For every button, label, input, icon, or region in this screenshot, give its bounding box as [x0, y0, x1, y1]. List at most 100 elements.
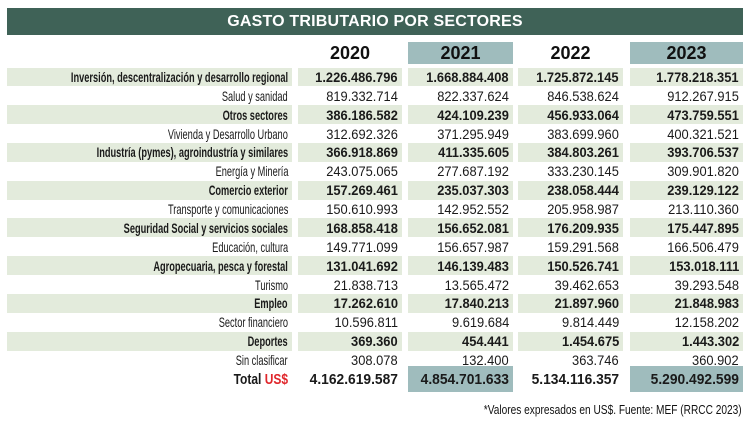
cell-2023: 309.901.820	[630, 162, 743, 181]
row-label: Energía y Minería	[7, 162, 292, 181]
cell-2023: 360.902	[630, 351, 743, 370]
table-row: Salud y sanidad 819.332.714 822.337.624 846…	[0, 86, 750, 105]
row-label-text: Energía y Minería	[215, 163, 288, 180]
cell-value: 383.699.960	[547, 125, 619, 142]
table-row: Sin clasificar 308.078 132.400 363.746 360.9…	[0, 351, 750, 370]
cell-2022: 39.462.653	[518, 275, 623, 294]
cell-2020: 131.041.692	[298, 256, 402, 276]
cell-2023: 1.443.302	[630, 331, 743, 351]
cell-value: 17.262.610	[333, 295, 398, 312]
cell-2022: 384.803.261	[518, 142, 623, 162]
cell-value: 156.657.987	[437, 238, 509, 255]
table-row: Inversión, descentralización y desarroll…	[0, 67, 750, 87]
cell-value: 1.668.884.408	[426, 68, 509, 85]
cell-value: 235.037.303	[437, 182, 509, 199]
cell-2023: 175.447.895	[630, 218, 743, 238]
cell-value: 243.075.065	[326, 163, 398, 180]
cell-value: 150.610.993	[326, 201, 398, 218]
cell-value: 213.110.360	[668, 201, 739, 218]
cell-2020: 157.269.461	[298, 180, 402, 200]
cell-value: 157.269.461	[326, 182, 398, 199]
total-2023: 5.290.492.599	[630, 366, 743, 392]
cell-2020: 243.075.065	[298, 162, 402, 181]
cell-value: 175.447.895	[667, 219, 739, 236]
table-row: Industría (pymes), agroindustría y simil…	[0, 142, 750, 162]
table-row: Empleo 17.262.610 17.840.213 21.897.960 21.8…	[0, 293, 750, 313]
row-label-text: Comercio exterior	[208, 182, 288, 199]
cell-value: 333.230.145	[547, 163, 619, 180]
currency-label: US$	[264, 370, 288, 388]
cell-2020: 312.692.326	[298, 124, 402, 143]
total-label: Total US$	[7, 366, 292, 392]
cell-value: 39.462.653	[554, 276, 619, 293]
cell-value: 312.692.326	[326, 125, 398, 142]
cell-2023: 239.129.122	[630, 180, 743, 200]
cell-value: 369.360	[351, 333, 398, 350]
row-label-text: Seguridad Social y servicios sociales	[123, 219, 288, 236]
cell-value: 384.803.261	[547, 144, 619, 161]
cell-2021: 277.687.192	[408, 162, 513, 181]
row-label: Agropecuaria, pesca y forestal	[7, 256, 292, 276]
cell-2020: 308.078	[298, 351, 402, 370]
cell-value: 366.918.869	[326, 144, 398, 161]
cell-2020: 386.186.582	[298, 105, 402, 125]
row-label: Industría (pymes), agroindustría y simil…	[7, 142, 292, 162]
cell-value: 1.725.872.145	[536, 68, 619, 85]
cell-2021: 132.400	[408, 351, 513, 370]
row-label-text: Inversión, descentralización y desarroll…	[70, 68, 288, 85]
cell-value: 21.848.983	[674, 295, 739, 312]
cell-value: 149.771.099	[326, 238, 398, 255]
cell-2023: 166.506.479	[630, 237, 743, 256]
cell-value: 239.129.122	[667, 182, 739, 199]
cell-value: 308.078	[351, 351, 398, 368]
cell-2021: 235.037.303	[408, 180, 513, 200]
cell-2023: 912.267.915	[630, 86, 743, 105]
row-label-text: Agropecuaria, pesca y forestal	[153, 257, 288, 274]
cell-2021: 424.109.239	[408, 105, 513, 125]
cell-2021: 9.619.684	[408, 313, 513, 332]
row-label: Empleo	[7, 293, 292, 313]
cell-value: 205.958.987	[547, 201, 619, 218]
total-2021: 4.854.701.633	[408, 366, 513, 392]
cell-2021: 371.295.949	[408, 124, 513, 143]
cell-value: 21.897.960	[554, 295, 619, 312]
cell-2023: 400.321.521	[630, 124, 743, 143]
table-row: Otros sectores 386.186.582 424.109.239 456.…	[0, 105, 750, 125]
row-label-text: Industría (pymes), agroindustría y simil…	[96, 144, 288, 161]
table-row: Vivienda y Desarrollo Urbano 312.692.326 3…	[0, 124, 750, 143]
cell-value: 10.596.811	[334, 314, 398, 331]
cell-value: 168.858.418	[326, 219, 398, 236]
column-header-2022: 2022	[550, 42, 591, 63]
cell-value: 1.226.486.796	[315, 68, 398, 85]
cell-2022: 150.526.741	[518, 256, 623, 276]
cell-2021: 146.139.483	[408, 256, 513, 276]
cell-value: 400.321.521	[667, 125, 739, 142]
cell-value: 473.759.551	[667, 106, 739, 123]
row-label: Vivienda y Desarrollo Urbano	[7, 124, 292, 143]
cell-2023: 393.706.537	[630, 142, 743, 162]
cell-value: 1.443.302	[681, 333, 739, 350]
cell-value: 132.400	[462, 351, 509, 368]
row-label-text: Empleo	[254, 295, 288, 312]
cell-value: 17.840.213	[444, 295, 509, 312]
cell-2021: 156.657.987	[408, 237, 513, 256]
table-row: Turismo 21.838.713 13.565.472 39.462.653 39.…	[0, 275, 750, 294]
cell-value: 360.902	[692, 351, 739, 368]
row-label: Turismo	[7, 275, 292, 294]
cell-2022: 846.538.624	[518, 86, 623, 105]
cell-2022: 456.933.064	[518, 105, 623, 125]
cell-value: 39.293.548	[674, 276, 739, 293]
cell-2020: 17.262.610	[298, 293, 402, 313]
cell-value: 142.952.552	[437, 201, 509, 218]
cell-value: 159.291.568	[547, 238, 619, 255]
cell-value: 153.018.111	[668, 257, 739, 274]
total-value: 4.854.701.633	[420, 370, 509, 388]
cell-2021: 411.335.605	[408, 142, 513, 162]
cell-2021: 156.652.081	[408, 218, 513, 238]
table-row: Agropecuaria, pesca y forestal 131.041.69…	[0, 256, 750, 276]
cell-value: 1.454.675	[561, 333, 619, 350]
cell-2023: 213.110.360	[630, 200, 743, 219]
cell-value: 156.652.081	[437, 219, 509, 236]
cell-value: 146.139.483	[437, 257, 509, 274]
cell-2023: 21.848.983	[630, 293, 743, 313]
